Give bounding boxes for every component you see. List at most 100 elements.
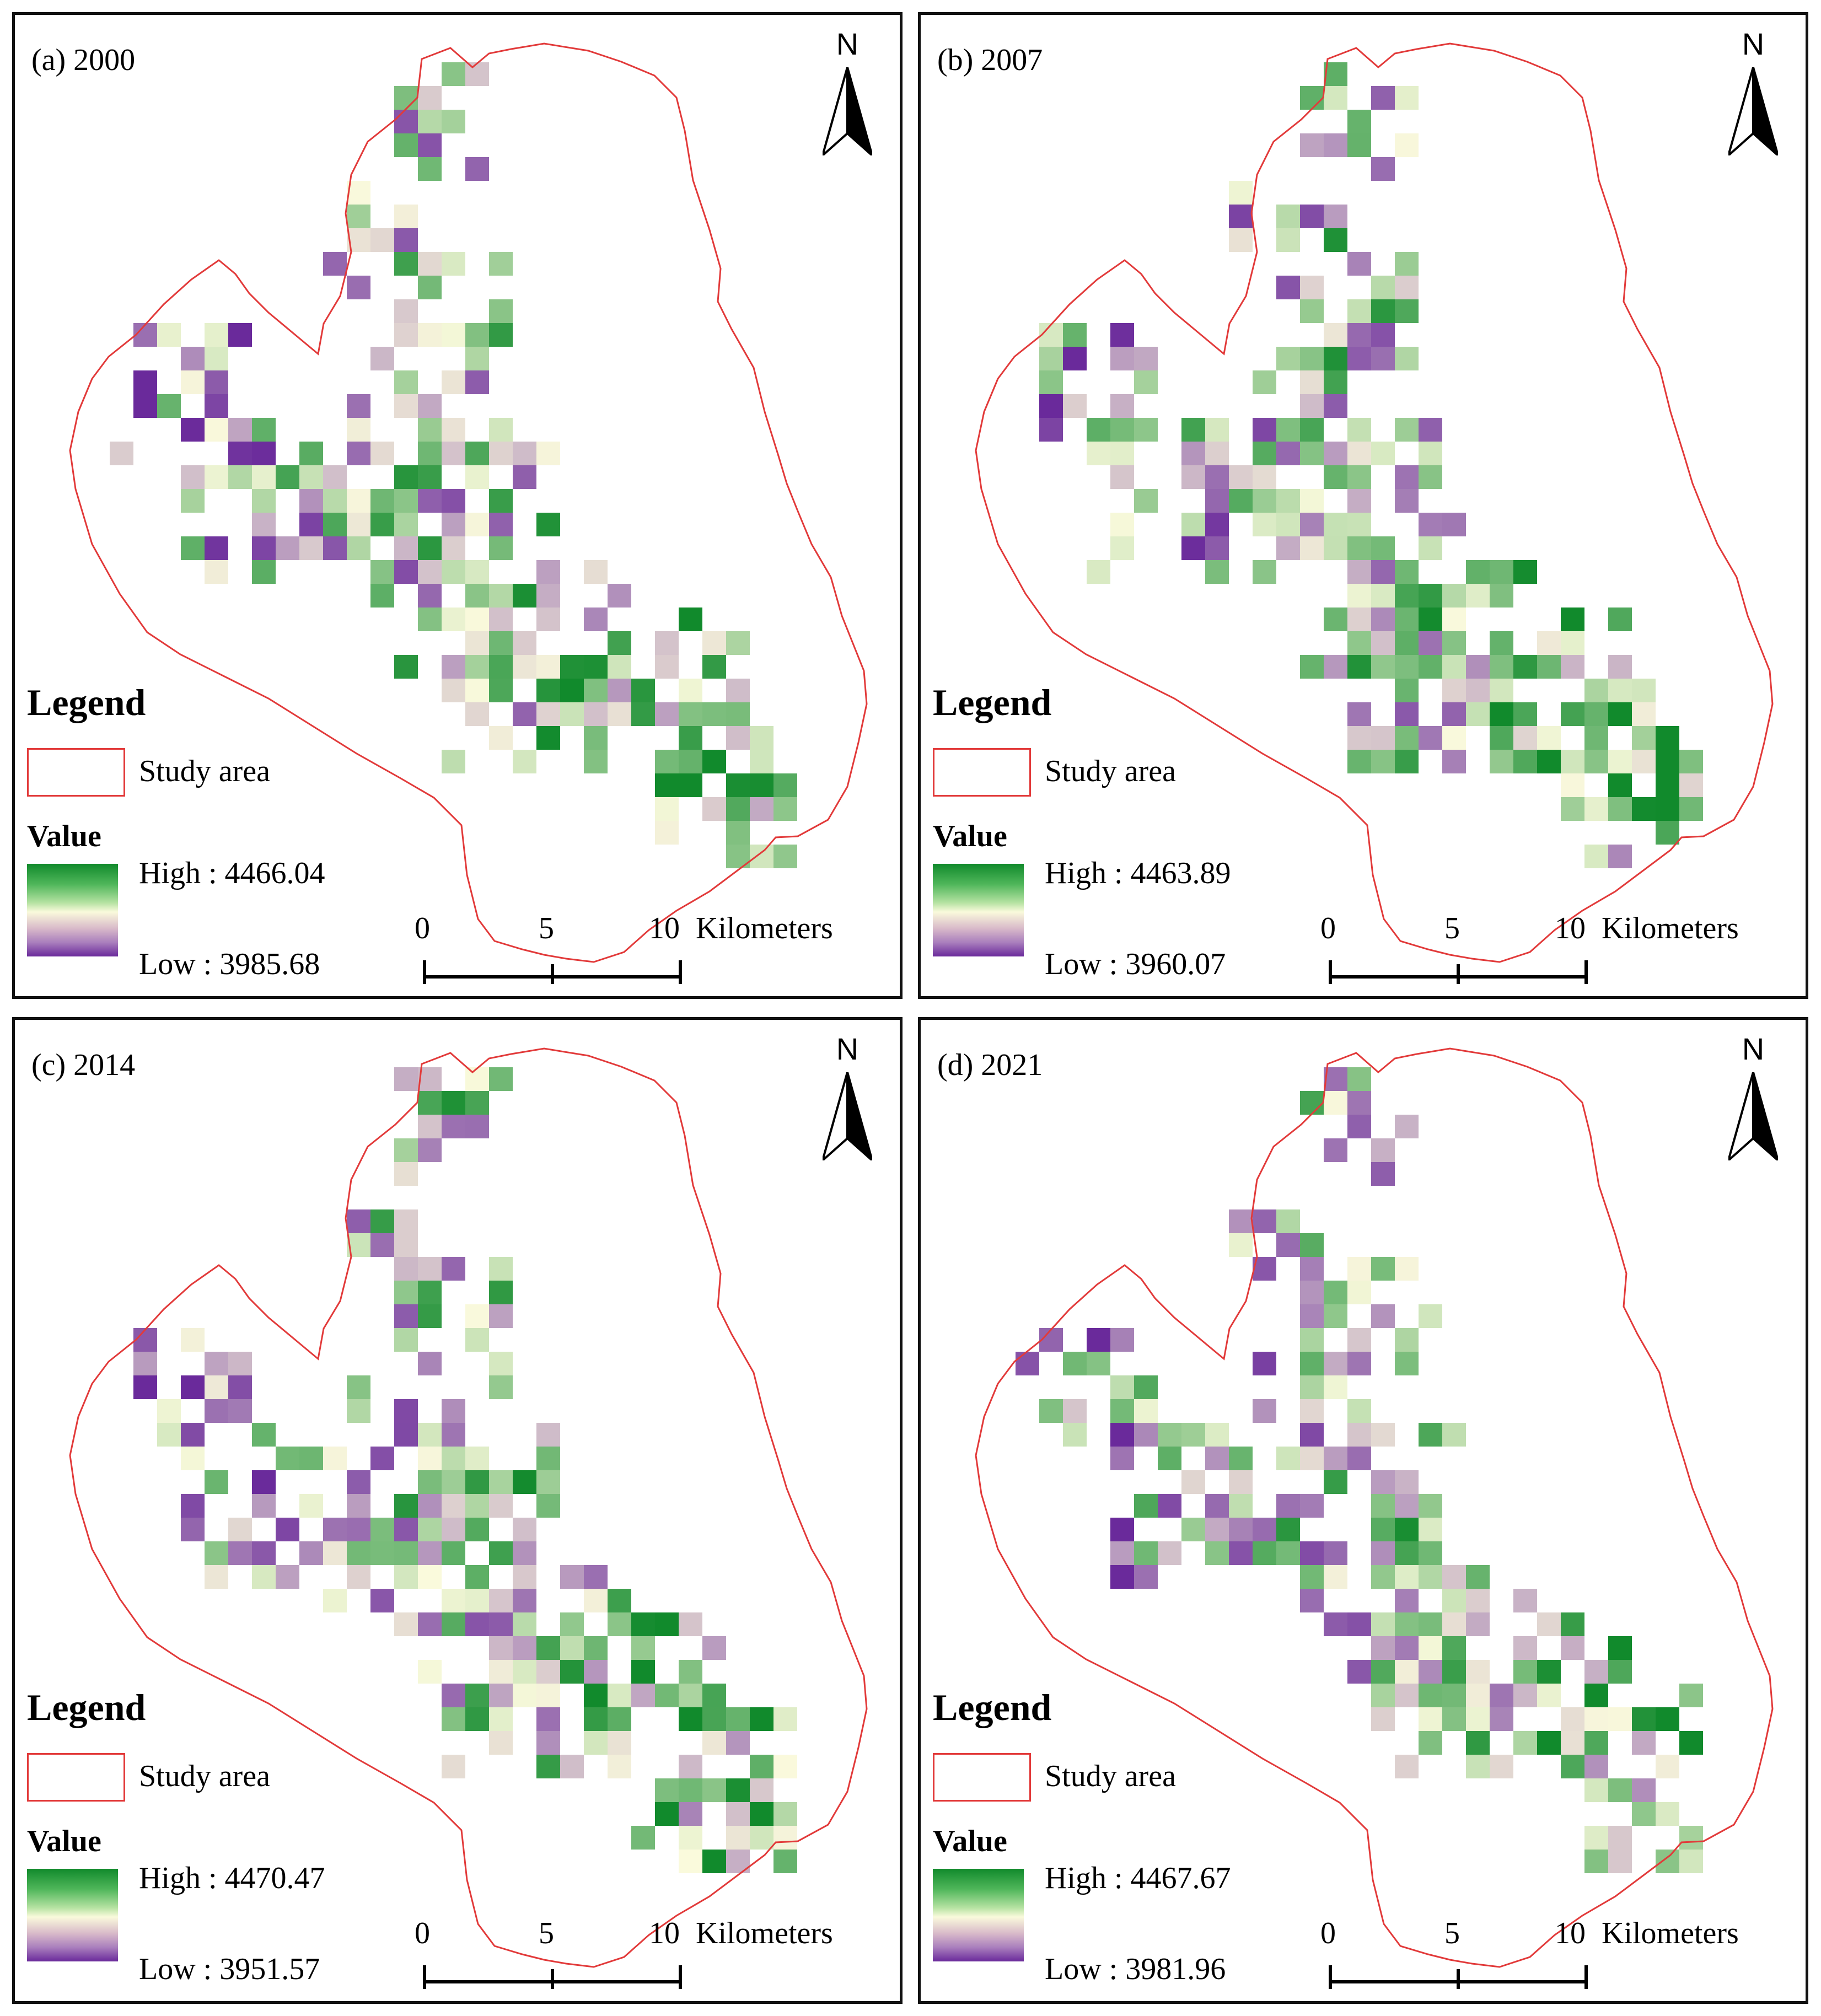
raster-cell xyxy=(608,1612,631,1636)
north-arrow-icon xyxy=(823,1072,872,1160)
raster-cell xyxy=(584,608,608,631)
raster-cell xyxy=(1110,1565,1134,1589)
raster-cell xyxy=(1300,1447,1324,1470)
raster-cell xyxy=(394,86,418,110)
raster-cell xyxy=(679,1755,702,1778)
raster-cell xyxy=(1324,1091,1347,1115)
raster-cell xyxy=(465,1447,489,1470)
raster-cell xyxy=(110,442,133,465)
raster-cell xyxy=(1110,1375,1134,1399)
raster-cell xyxy=(299,465,323,489)
raster-cell xyxy=(394,1067,418,1091)
raster-cell xyxy=(536,1470,560,1494)
raster-cell xyxy=(1561,1636,1584,1660)
raster-cell xyxy=(1656,1755,1679,1778)
scale-bar xyxy=(423,1965,682,1989)
raster-cell xyxy=(1632,797,1656,821)
raster-cell xyxy=(608,679,631,702)
raster-cell xyxy=(489,726,513,750)
raster-cell xyxy=(1205,513,1229,536)
raster-cell xyxy=(347,1565,370,1589)
raster-cell xyxy=(1253,418,1276,442)
raster-cell xyxy=(1419,1304,1442,1328)
raster-cell xyxy=(276,1518,299,1541)
raster-cell xyxy=(1419,584,1442,608)
raster-cell xyxy=(394,1518,418,1541)
raster-cell xyxy=(1110,418,1134,442)
raster-cell xyxy=(536,1423,560,1447)
raster-cell xyxy=(536,655,560,679)
raster-cell xyxy=(1371,1257,1395,1281)
raster-cell xyxy=(1229,1470,1253,1494)
raster-cell xyxy=(465,1589,489,1612)
raster-cell xyxy=(1490,560,1513,584)
raster-cell xyxy=(1584,1731,1608,1755)
raster-cell xyxy=(489,1612,513,1636)
raster-cell xyxy=(1419,1612,1442,1636)
raster-cell xyxy=(1134,1541,1158,1565)
raster-cell xyxy=(465,702,489,726)
raster-cell xyxy=(1276,276,1300,299)
raster-cell xyxy=(394,489,418,513)
raster-cell xyxy=(370,489,394,513)
raster-cell xyxy=(702,702,726,726)
raster-cell xyxy=(299,536,323,560)
raster-cell xyxy=(584,1707,608,1731)
north-arrow: N xyxy=(1723,26,1784,158)
raster-cell xyxy=(750,750,773,773)
raster-cell xyxy=(560,1612,584,1636)
raster-cell xyxy=(1253,465,1276,489)
raster-cell xyxy=(1205,1518,1229,1541)
study-area-swatch xyxy=(933,748,1031,797)
raster-cell xyxy=(465,1518,489,1541)
raster-cell xyxy=(1395,1636,1419,1660)
raster-cell xyxy=(418,1304,442,1328)
raster-cell xyxy=(1063,323,1087,347)
raster-cell xyxy=(750,1802,773,1826)
raster-cell xyxy=(1324,394,1347,418)
raster-cell xyxy=(394,1304,418,1328)
raster-cell xyxy=(631,1826,655,1850)
raster-cell xyxy=(465,442,489,465)
raster-cell xyxy=(679,679,702,702)
raster-cell xyxy=(1513,750,1537,773)
raster-cell xyxy=(702,1731,726,1755)
raster-cell xyxy=(536,1755,560,1778)
raster-cell xyxy=(442,1541,465,1565)
raster-cell xyxy=(1276,1541,1300,1565)
raster-cell xyxy=(465,1470,489,1494)
raster-cell xyxy=(1371,631,1395,655)
raster-cell xyxy=(465,655,489,679)
raster-cell xyxy=(205,370,228,394)
raster-cell xyxy=(133,1352,157,1375)
raster-cell xyxy=(394,252,418,276)
raster-cell xyxy=(418,1115,442,1138)
raster-cell xyxy=(1419,536,1442,560)
raster-cell xyxy=(1371,1494,1395,1518)
raster-cell xyxy=(394,1233,418,1257)
raster-cell xyxy=(489,1352,513,1375)
scale-tick-0: 0 xyxy=(1320,1916,1336,1950)
raster-cell xyxy=(1395,1589,1419,1612)
raster-cell xyxy=(1110,347,1134,370)
raster-cell xyxy=(370,1518,394,1541)
raster-cell xyxy=(679,1802,702,1826)
study-area-label: Study area xyxy=(139,754,270,788)
raster-cell xyxy=(1537,1731,1561,1755)
raster-cell xyxy=(1324,465,1347,489)
raster-cell xyxy=(1134,1423,1158,1447)
raster-cell xyxy=(1016,1352,1039,1375)
raster-cell xyxy=(536,1494,560,1518)
raster-cell xyxy=(1419,1684,1442,1707)
raster-cell xyxy=(1395,631,1419,655)
raster-cell xyxy=(679,1778,702,1802)
raster-cell xyxy=(1324,655,1347,679)
raster-cell xyxy=(181,418,205,442)
raster-cell xyxy=(228,418,252,442)
raster-cell xyxy=(1134,1565,1158,1589)
raster-cell xyxy=(1395,299,1419,323)
raster-cell xyxy=(1537,1684,1561,1707)
raster-cell xyxy=(489,489,513,513)
raster-cell xyxy=(750,1707,773,1731)
value-title: Value xyxy=(27,819,101,853)
